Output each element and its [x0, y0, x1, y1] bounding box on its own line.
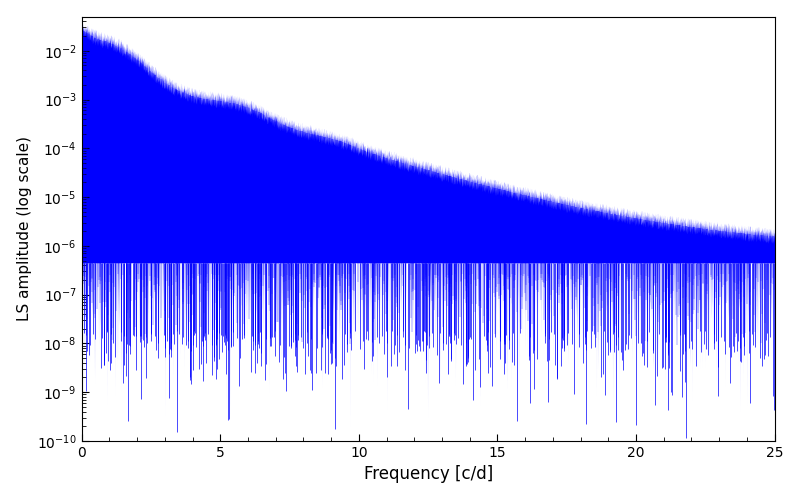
X-axis label: Frequency [c/d]: Frequency [c/d] — [363, 466, 493, 483]
Y-axis label: LS amplitude (log scale): LS amplitude (log scale) — [17, 136, 32, 322]
